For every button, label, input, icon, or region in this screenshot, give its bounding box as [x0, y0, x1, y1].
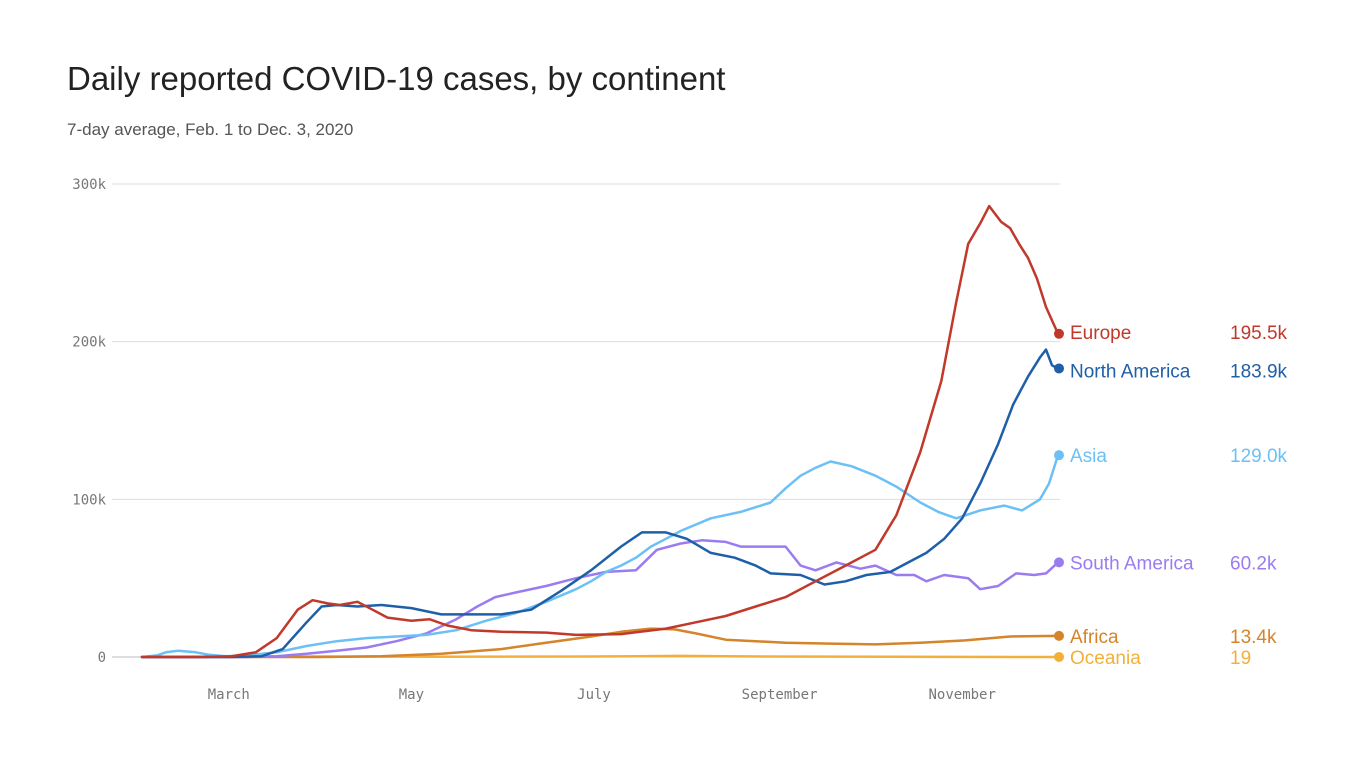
gridlines: [112, 183, 1060, 658]
series-line-south-america: [140, 539, 1060, 659]
x-axis-ticks: March May July September November: [208, 687, 996, 703]
series-line-europe: [140, 204, 1060, 659]
series-value-europe: 195.5k: [1230, 323, 1288, 344]
x-tick-label: July: [577, 687, 611, 703]
chart-title: Daily reported COVID-19 cases, by contin…: [67, 60, 726, 97]
series-value-asia: 129.0k: [1230, 446, 1288, 467]
end-marker-oceania: [1054, 651, 1064, 662]
series-name-north-america: North America: [1070, 361, 1191, 382]
series-line-africa: [140, 627, 1060, 659]
series-name-africa: Africa: [1070, 627, 1119, 648]
y-tick-label: 100k: [72, 492, 106, 508]
x-tick-label: September: [742, 687, 818, 703]
end-marker-africa: [1054, 630, 1064, 641]
end-marker-north-america: [1054, 363, 1064, 374]
series-value-oceania: 19: [1230, 648, 1251, 669]
x-tick-label: March: [208, 687, 250, 703]
y-axis-ticks: 0 100k 200k 300k: [72, 177, 106, 666]
x-tick-label: November: [928, 687, 995, 703]
end-marker-europe: [1054, 328, 1064, 339]
series-name-oceania: Oceania: [1070, 648, 1141, 669]
series-line-asia: [140, 453, 1060, 659]
end-marker-south-america: [1054, 557, 1064, 568]
series-name-europe: Europe: [1070, 323, 1131, 344]
y-tick-label: 0: [98, 650, 106, 666]
series-line-north-america: [140, 348, 1060, 659]
series-value-south-america: 60.2k: [1230, 553, 1277, 574]
series-value-north-america: 183.9k: [1230, 361, 1288, 382]
series-name-south-america: South America: [1070, 553, 1194, 574]
series-lines: [140, 204, 1060, 659]
series-end-labels: Europe 195.5k North America 183.9k Asia 129.0…: [1054, 323, 1288, 669]
series-name-asia: Asia: [1070, 446, 1107, 467]
y-tick-label: 300k: [72, 177, 106, 193]
series-value-africa: 13.4k: [1230, 627, 1277, 648]
end-marker-asia: [1054, 450, 1064, 461]
x-tick-label: May: [399, 687, 424, 703]
chart-subtitle: 7-day average, Feb. 1 to Dec. 3, 2020: [67, 120, 354, 139]
y-tick-label: 200k: [72, 335, 106, 351]
